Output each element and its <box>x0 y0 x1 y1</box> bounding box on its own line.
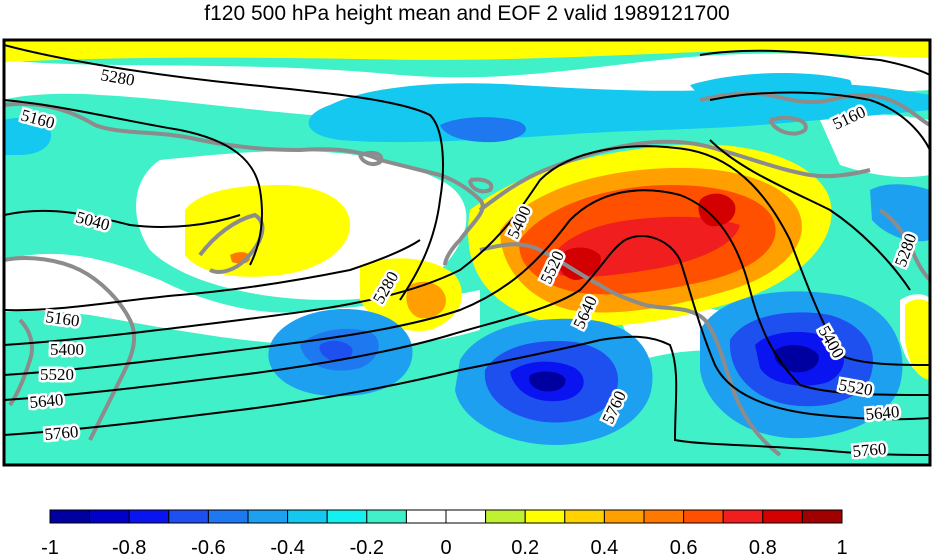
colorbar-tick-label: 0.6 <box>669 537 698 559</box>
colorbar-swatch <box>89 509 130 524</box>
coast-island-a <box>358 151 384 166</box>
field-orange-small <box>406 281 446 319</box>
colorbar-tick-label: -0.2 <box>349 537 385 559</box>
colorbar-tick-label: -1 <box>41 537 59 559</box>
colorbar-swatch <box>207 509 249 524</box>
field-lightblue-ne <box>690 73 852 109</box>
field-blue-e <box>4 118 51 155</box>
contour-5040 <box>4 209 241 228</box>
contour-5280-west <box>4 44 444 301</box>
contour-label: 5640 <box>29 390 65 412</box>
colorbar-swatch <box>603 509 645 524</box>
field-blue-d <box>870 184 930 242</box>
contour-5760 <box>4 335 930 456</box>
colorbar-tick-label: -0.8 <box>111 537 147 559</box>
contour-5520 <box>4 189 930 396</box>
contour-5160-west <box>4 99 263 266</box>
colorbar-tick-label: 0.2 <box>511 537 540 559</box>
colorbar-swatch <box>801 509 843 524</box>
contour-5640 <box>4 235 930 421</box>
colorbar-tick-label: -0.6 <box>191 537 226 559</box>
field-yellow-east <box>905 299 930 380</box>
field-blue-b4 <box>529 371 566 392</box>
colorbar-swatch <box>168 509 209 524</box>
contour-5280-ne <box>699 49 930 76</box>
shaded-field <box>4 40 930 465</box>
map-frame <box>2 38 932 467</box>
colorbar-tick-label: 0.4 <box>590 537 619 559</box>
contour-label: 5760 <box>852 439 888 461</box>
colorbar-tick-label: -0.4 <box>270 537 305 559</box>
field-yellow-top <box>4 40 930 62</box>
colorbar-swatch <box>247 509 289 524</box>
colorbar-swatch <box>128 509 170 524</box>
coast-siberia <box>4 101 485 266</box>
colorbar <box>49 509 843 524</box>
coast-japan <box>8 318 34 407</box>
map-title: f120 500 hPa height mean and EOF 2 valid… <box>204 2 730 25</box>
coast-kamchatka <box>198 213 265 274</box>
coast-asia-east <box>4 256 137 441</box>
field-yellow-west <box>185 185 350 277</box>
colorbar-swatch <box>524 509 566 524</box>
colorbar-swatch <box>762 509 803 524</box>
contour-label: 5520 <box>40 365 74 384</box>
field-dark-red-b <box>698 193 736 227</box>
colorbar-swatch <box>722 509 764 524</box>
colorbar-swatch <box>405 509 447 524</box>
coast-hudson <box>878 208 930 282</box>
height-contours <box>4 44 930 456</box>
colorbar-swatch <box>326 509 368 524</box>
colorbar-swatch <box>287 509 328 524</box>
contour-label: 5640 <box>865 402 901 424</box>
colorbar-tick-label: 0.8 <box>748 537 777 559</box>
colorbar-tick-label: 0 <box>440 537 452 559</box>
field-dark-red-a <box>558 247 601 280</box>
colorbar-swatch <box>49 509 91 524</box>
colorbar-swatch <box>366 509 407 524</box>
colorbar-swatch <box>643 509 685 524</box>
colorbar-swatch <box>683 509 724 524</box>
coast-north-america-west <box>644 303 782 457</box>
coast-island-b <box>468 177 494 194</box>
field-lightblue-north <box>308 40 930 143</box>
colorbar-tick-label: 1 <box>836 537 848 559</box>
colorbar-swatch <box>485 509 526 524</box>
contour-5160-ne <box>709 91 930 151</box>
field-blue-north <box>440 117 526 143</box>
coast-alaska-south <box>479 242 646 307</box>
coast-alaska-north <box>478 139 871 212</box>
contour-5280-east <box>709 139 911 291</box>
field-white-east <box>820 114 930 177</box>
colorbar-swatch <box>445 509 487 524</box>
contour-label: 5760 <box>44 422 80 444</box>
contour-5400 <box>4 145 930 366</box>
colorbar-swatch <box>564 509 605 524</box>
field-blue-a3 <box>319 340 353 362</box>
contour-label: 5400 <box>50 340 84 359</box>
contour-5160 <box>4 239 421 312</box>
field-blue-c4 <box>774 345 819 373</box>
coast-island-c <box>768 116 808 136</box>
